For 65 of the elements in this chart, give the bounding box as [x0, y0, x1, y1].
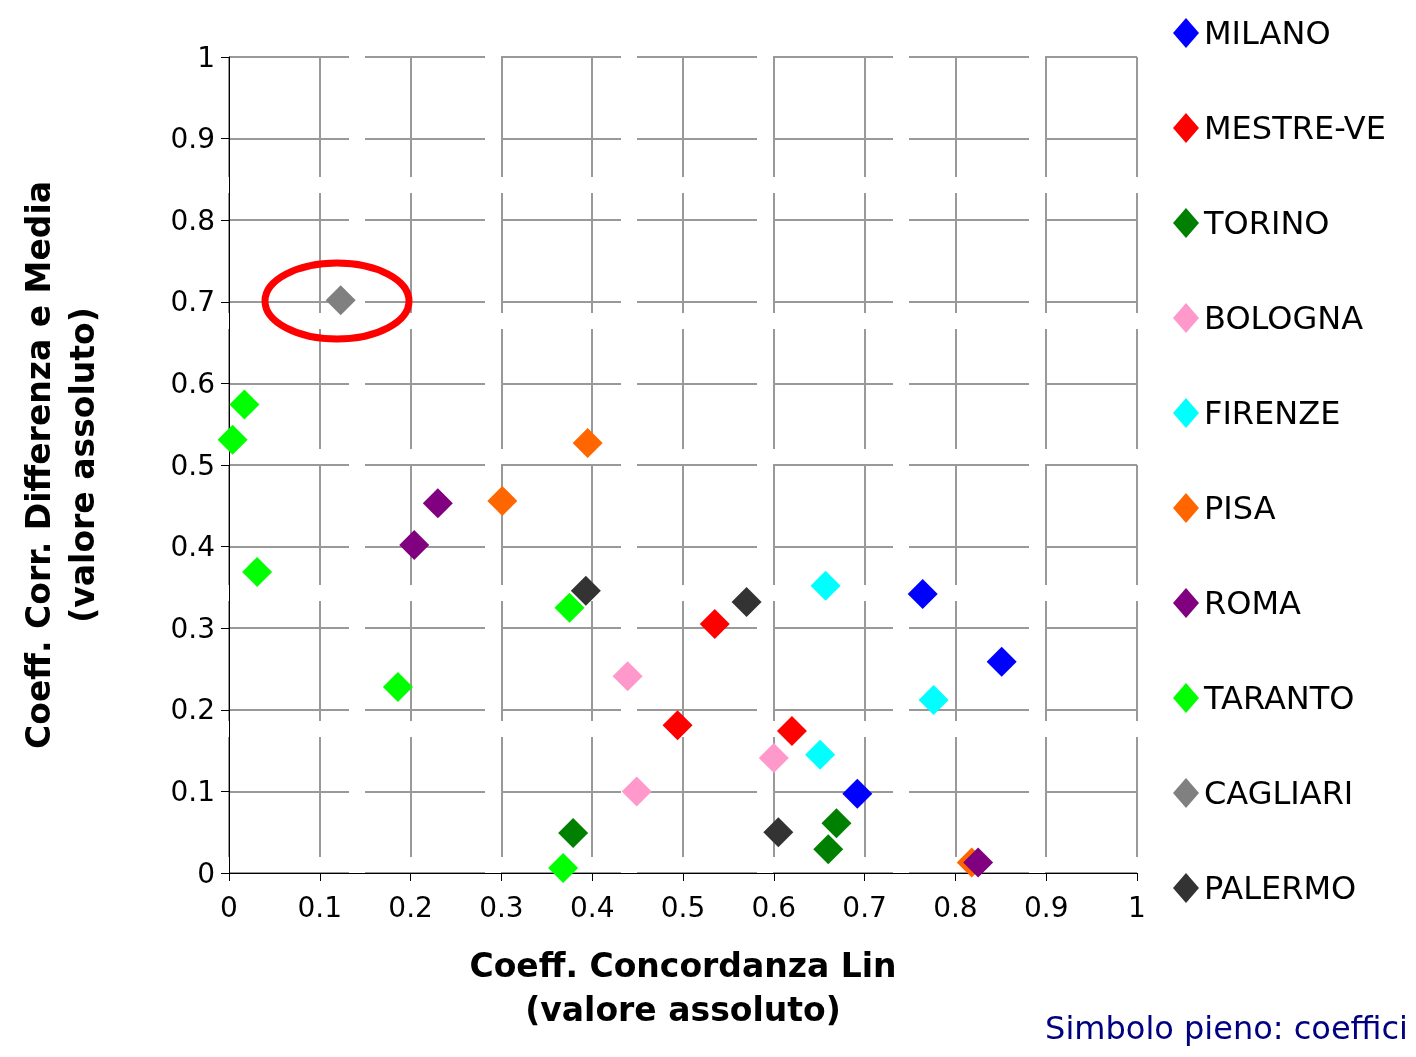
y-tick-label: 0.4 [170, 530, 215, 564]
point [805, 739, 836, 770]
legend-label: MESTRE-VE [1204, 109, 1386, 147]
y-tick-label: 0.9 [170, 122, 215, 156]
legend-label: TARANTO [1203, 679, 1355, 717]
legend-label: FIRENZE [1204, 394, 1341, 432]
x-tick-label: 0.2 [388, 890, 433, 924]
point [776, 716, 807, 747]
x-tick-label: 1 [1128, 890, 1146, 924]
x-tick-label: 0.1 [297, 890, 343, 924]
point [821, 808, 852, 839]
y-tick-label: 0 [197, 856, 215, 890]
point [907, 578, 938, 609]
legend-label: PALERMO [1204, 869, 1357, 907]
legend-label: CAGLIARI [1204, 774, 1354, 812]
point [763, 817, 794, 848]
point [963, 847, 994, 878]
x-tick-label: 0.7 [842, 890, 887, 924]
point [813, 834, 844, 865]
text: Simbolo pieno: coeffici [1045, 1009, 1408, 1047]
y-tick-label: 0.3 [170, 611, 215, 645]
legend-label: ROMA [1204, 584, 1302, 622]
point [612, 661, 643, 692]
x-tick-label: 0.5 [660, 890, 706, 924]
y-axis-title: Coeff. Corr. Differenza e Media (valore assoluto) [18, 180, 102, 750]
y-tick-label: 0.6 [170, 366, 215, 400]
point [986, 646, 1017, 677]
x-tick-label: 0.8 [933, 890, 978, 924]
x-tick-label: 0.9 [1023, 890, 1069, 924]
point [662, 710, 693, 741]
y-tick-label: 0.5 [170, 448, 215, 482]
point [548, 853, 579, 884]
legend-label: TORINO [1203, 204, 1330, 242]
point [758, 742, 789, 773]
legend-label: MILANO [1204, 14, 1331, 52]
point [382, 671, 413, 702]
point [731, 587, 762, 618]
point [325, 285, 356, 316]
point [217, 424, 248, 455]
point [918, 685, 949, 716]
point [810, 570, 841, 601]
x-axis-title: Coeff. Concordanza Lin (valore assoluto) [469, 945, 897, 1029]
point [572, 427, 603, 458]
point [242, 556, 273, 587]
x-tick-label: 0 [220, 890, 238, 924]
y-tick-label: 0.7 [170, 285, 215, 319]
y-tick-label: 0.8 [170, 203, 215, 237]
point [699, 609, 730, 640]
y-tick-label: 0.2 [170, 693, 215, 727]
x-tick-label: 0.3 [479, 890, 524, 924]
point [487, 485, 518, 516]
point [558, 818, 589, 849]
point [229, 389, 260, 420]
y-tick-label: 1 [197, 40, 215, 74]
point [842, 778, 873, 809]
point [554, 592, 585, 623]
x-tick-label: 0.6 [751, 890, 797, 924]
point [399, 529, 430, 560]
point [621, 776, 652, 807]
x-tick-label: 0.4 [569, 890, 615, 924]
legend-label: PISA [1204, 489, 1276, 527]
y-tick-label: 0.1 [170, 774, 215, 808]
legend-label: BOLOGNA [1204, 299, 1364, 337]
point [570, 575, 601, 606]
point [422, 488, 453, 519]
